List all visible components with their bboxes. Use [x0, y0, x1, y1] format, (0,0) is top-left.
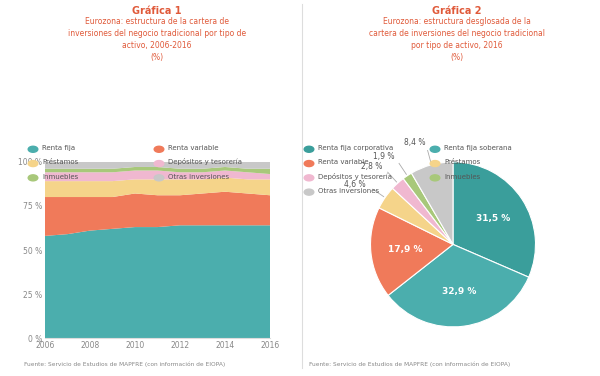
Text: Renta variable: Renta variable: [168, 145, 218, 151]
Wedge shape: [453, 162, 535, 277]
Text: Préstamos: Préstamos: [444, 159, 480, 165]
Text: Depósitos y tesorería: Depósitos y tesorería: [318, 173, 392, 180]
Text: Otras inversiones: Otras inversiones: [318, 188, 379, 194]
Text: Renta fija corporativa: Renta fija corporativa: [318, 145, 393, 151]
Text: 4,6 %: 4,6 %: [344, 180, 366, 189]
Text: Renta fija: Renta fija: [42, 145, 75, 151]
Wedge shape: [392, 179, 453, 244]
Text: 8,4 %: 8,4 %: [404, 138, 425, 147]
Text: 2,8 %: 2,8 %: [361, 162, 382, 171]
Text: Gráfica 2: Gráfica 2: [433, 6, 482, 16]
Text: Renta fija soberana: Renta fija soberana: [444, 145, 512, 151]
Text: Fuente: Servicio de Estudios de MAPFRE (con información de EIOPA): Fuente: Servicio de Estudios de MAPFRE (…: [24, 361, 225, 367]
Text: Eurozona: estructura desglosada de la
cartera de inversiones del negocio tradici: Eurozona: estructura desglosada de la ca…: [369, 17, 545, 62]
Text: Gráfica 1: Gráfica 1: [133, 6, 182, 16]
Wedge shape: [379, 188, 453, 244]
Text: 17,9 %: 17,9 %: [388, 245, 422, 254]
Text: Fuente: Servicio de Estudios de MAPFRE (con información de EIOPA): Fuente: Servicio de Estudios de MAPFRE (…: [309, 361, 510, 367]
Wedge shape: [412, 162, 453, 244]
Text: Inmuebles: Inmuebles: [42, 174, 78, 180]
Wedge shape: [403, 173, 453, 244]
Text: Depósitos y tesorería: Depósitos y tesorería: [168, 158, 242, 165]
Wedge shape: [388, 244, 529, 327]
Text: 1,9 %: 1,9 %: [373, 152, 394, 161]
Text: 32,9 %: 32,9 %: [442, 287, 476, 296]
Text: Préstamos: Préstamos: [42, 159, 78, 165]
Text: Otras inversiones: Otras inversiones: [168, 174, 229, 180]
Text: Inmuebles: Inmuebles: [444, 174, 480, 180]
Text: Eurozona: estructura de la cartera de
inversiones del negocio tradicional por ti: Eurozona: estructura de la cartera de in…: [68, 17, 246, 62]
Text: Renta variable: Renta variable: [318, 159, 368, 165]
Wedge shape: [371, 208, 453, 296]
Text: 31,5 %: 31,5 %: [476, 214, 510, 223]
